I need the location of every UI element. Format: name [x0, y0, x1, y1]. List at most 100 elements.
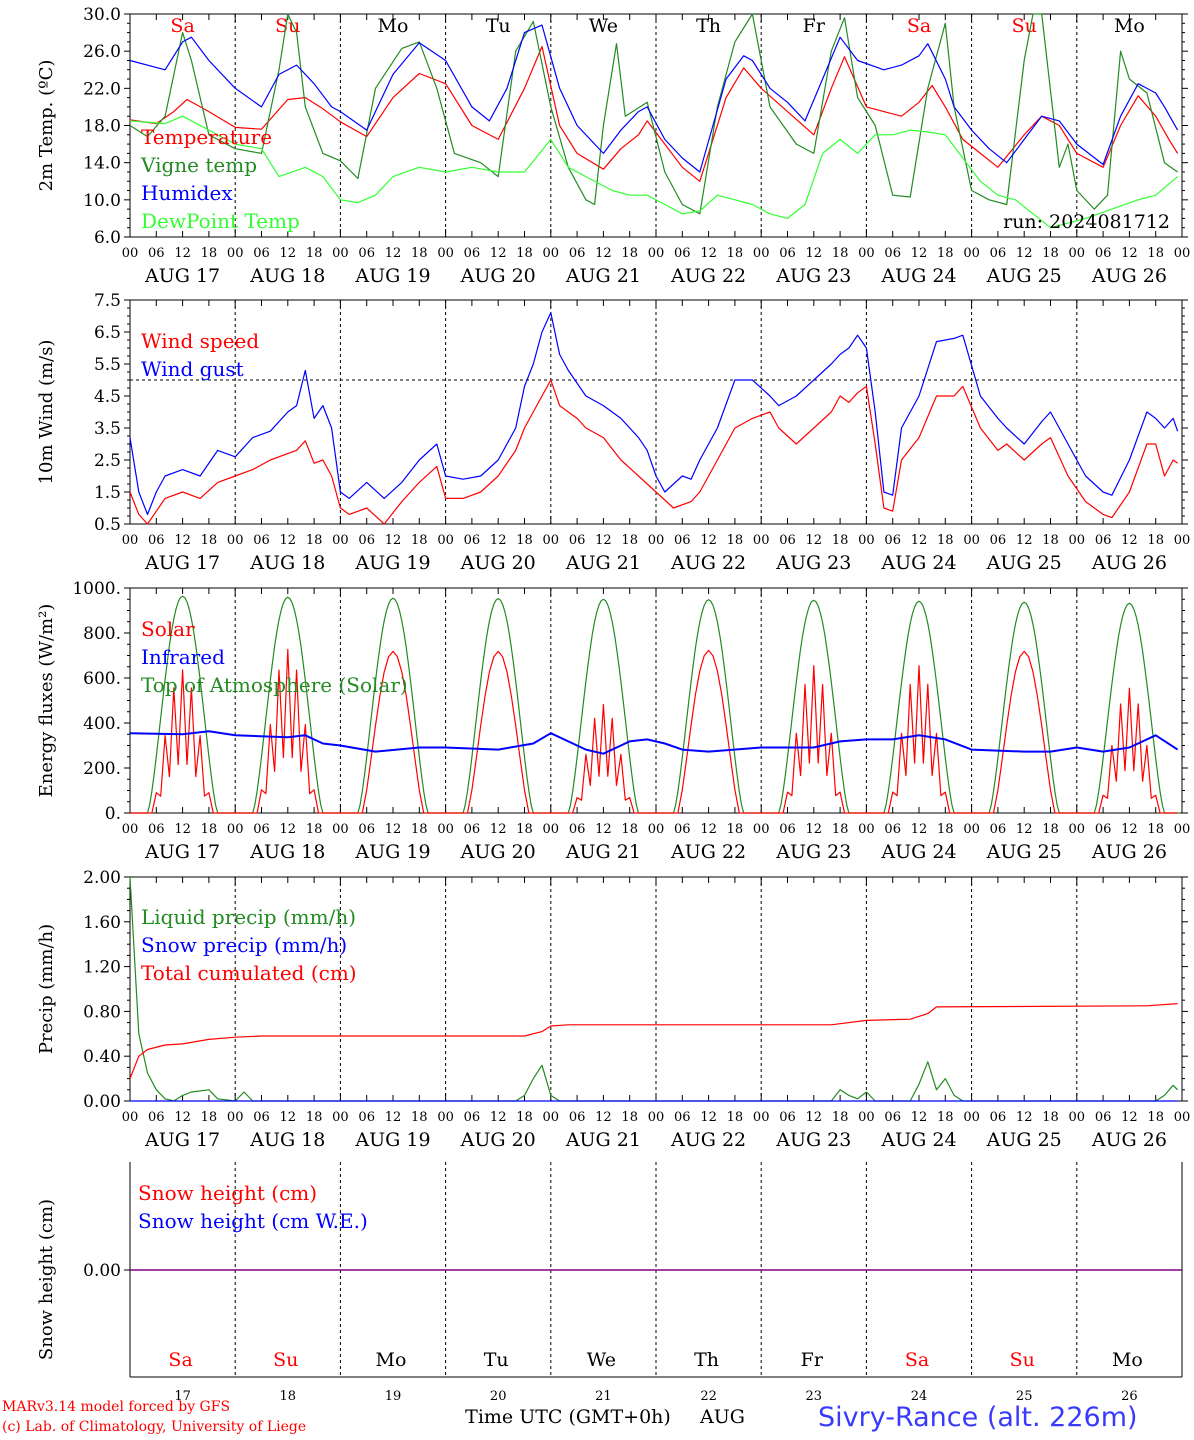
temp-legend-2: Humidex [141, 181, 233, 205]
temp-hour-label: 18 [621, 246, 638, 261]
temp-y-label: 6.0 [94, 228, 121, 248]
precip-day-label: AUG 24 [880, 1129, 956, 1151]
energy-hour-label: 00 [437, 822, 454, 837]
precip-hour-label: 12 [1121, 1110, 1138, 1125]
energy-hour-label: 06 [779, 822, 796, 837]
time-axis-month: AUG [699, 1406, 745, 1428]
energy-hour-label: 06 [253, 822, 270, 837]
wind-hour-label: 12 [1121, 533, 1138, 548]
temp-hour-label: 00 [122, 246, 139, 261]
precip-hour-label: 06 [990, 1110, 1007, 1125]
precip-hour-label: 12 [385, 1110, 402, 1125]
precip-series-0 [129, 876, 1179, 1102]
temp-hour-label: 12 [174, 246, 191, 261]
energy-hour-label: 00 [1174, 822, 1191, 837]
temp-hour-label: 12 [1016, 246, 1033, 261]
precip-day-label: AUG 20 [460, 1129, 536, 1151]
wind-day-label: AUG 20 [460, 552, 536, 574]
wind-day-label: AUG 24 [880, 552, 956, 574]
energy-hour-label: 12 [700, 822, 717, 837]
temp-day-label: AUG 18 [249, 265, 325, 287]
wind-hour-label: 18 [1147, 533, 1164, 548]
energy-hour-label: 18 [201, 822, 218, 837]
temp-hour-label: 00 [227, 246, 244, 261]
temp-hour-label: 00 [648, 246, 665, 261]
precip-hour-label: 00 [1069, 1110, 1086, 1125]
precip-hour-label: 12 [490, 1110, 507, 1125]
energy-day-label: AUG 22 [670, 841, 746, 863]
precip-hour-label: 06 [1095, 1110, 1112, 1125]
temp-hour-label: 00 [858, 246, 875, 261]
snow-weekday-label: Mo [376, 1349, 407, 1371]
wind-hour-label: 06 [358, 533, 375, 548]
site-name: Sivry-Rance (alt. 226m) [818, 1402, 1138, 1433]
energy-hour-label: 12 [174, 822, 191, 837]
wind-hour-label: 06 [674, 533, 691, 548]
wind-hour-label: 12 [806, 533, 823, 548]
temp-hour-label: 18 [201, 246, 218, 261]
temp-series-0 [129, 45, 1179, 182]
wind-hour-label: 06 [1095, 533, 1112, 548]
temp-hour-label: 18 [306, 246, 323, 261]
wind-hour-label: 00 [437, 533, 454, 548]
precip-y-label: 1.20 [83, 958, 121, 978]
snow-weekday-label: Su [1010, 1349, 1035, 1371]
precip-day-label: AUG 21 [565, 1129, 641, 1151]
energy-day-label: AUG 25 [986, 841, 1062, 863]
snow-weekday-label: Sa [168, 1349, 192, 1371]
precip-hour-label: 06 [674, 1110, 691, 1125]
energy-hour-label: 18 [1147, 822, 1164, 837]
energy-y-label: 0. [105, 804, 121, 824]
wind-y-label: 7.5 [94, 291, 121, 311]
snow-daynum-label: 19 [385, 1389, 402, 1404]
energy-frame [129, 587, 1183, 814]
energy-hour-label: 00 [122, 822, 139, 837]
temp-day-label: AUG 20 [460, 265, 536, 287]
precip-legend-1: Snow precip (mm/h) [141, 933, 347, 957]
temp-y-label: 18.0 [83, 117, 121, 137]
energy-hour-label: 06 [674, 822, 691, 837]
energy-y-label: 200. [83, 759, 121, 779]
temp-day-label: AUG 19 [354, 265, 430, 287]
temp-hour-label: 18 [832, 246, 849, 261]
precip-hour-label: 12 [280, 1110, 297, 1125]
snow-y-title: Snow height (cm) [36, 1199, 57, 1360]
energy-solar-series [130, 648, 1178, 814]
energy-day-label: AUG 17 [144, 841, 220, 863]
snow-weekday-label: Tu [484, 1349, 509, 1371]
precip-hour-label: 00 [648, 1110, 665, 1125]
snow-weekday-label: Fr [801, 1349, 824, 1371]
wind-hour-label: 18 [411, 533, 428, 548]
temp-weekday-label: Fr [803, 15, 826, 37]
wind-hour-label: 00 [1174, 533, 1191, 548]
precip-hour-label: 18 [411, 1110, 428, 1125]
precip-hour-label: 12 [700, 1110, 717, 1125]
temp-hour-label: 12 [911, 246, 928, 261]
energy-hour-label: 18 [1042, 822, 1059, 837]
wind-day-label: AUG 25 [986, 552, 1062, 574]
snow-y-label: 0.00 [83, 1261, 121, 1281]
precip-y-label: 2.00 [83, 868, 121, 888]
temp-hour-label: 06 [569, 246, 586, 261]
energy-day-label: AUG 26 [1091, 841, 1167, 863]
energy-hour-label: 00 [543, 822, 560, 837]
precip-hour-label: 18 [201, 1110, 218, 1125]
temp-hour-label: 06 [990, 246, 1007, 261]
wind-hour-label: 06 [464, 533, 481, 548]
temp-day-label: AUG 26 [1091, 265, 1167, 287]
energy-hour-label: 06 [884, 822, 901, 837]
temp-day-label: AUG 25 [986, 265, 1062, 287]
wind-day-label: AUG 23 [775, 552, 851, 574]
energy-hour-label: 12 [490, 822, 507, 837]
wind-series-0 [129, 379, 1178, 525]
snow-daynum-label: 18 [280, 1389, 297, 1404]
energy-hour-label: 12 [595, 822, 612, 837]
temp-y-label: 26.0 [83, 42, 121, 62]
wind-day-label: AUG 26 [1091, 552, 1167, 574]
temp-hour-label: 18 [1042, 246, 1059, 261]
wind-y-label: 5.5 [94, 355, 121, 375]
precip-day-label: AUG 23 [775, 1129, 851, 1151]
precip-hour-label: 12 [806, 1110, 823, 1125]
wind-hour-label: 18 [516, 533, 533, 548]
temp-series-2 [129, 24, 1179, 173]
